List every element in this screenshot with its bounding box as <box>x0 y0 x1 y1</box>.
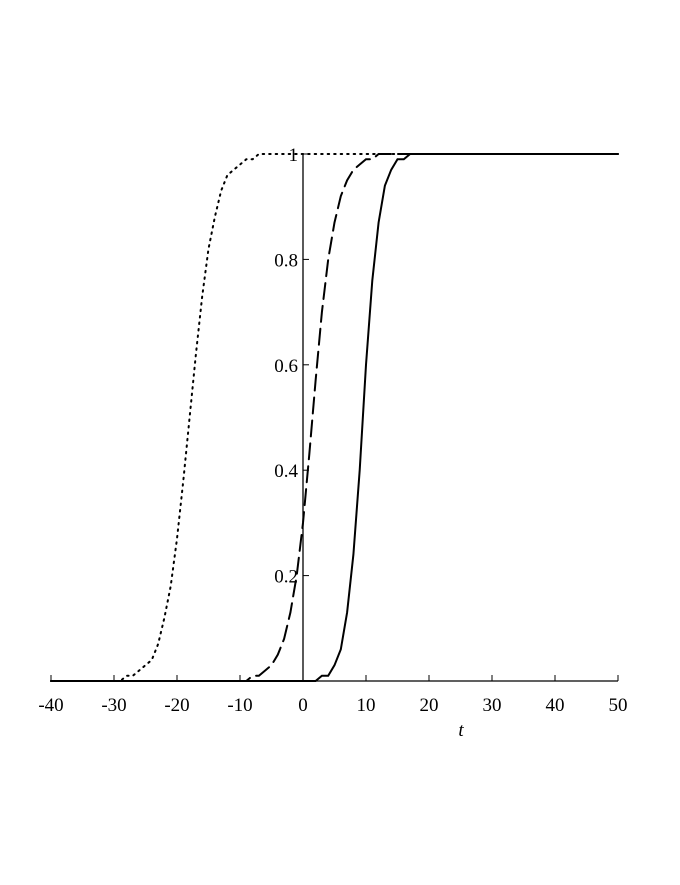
x-tick-label: 40 <box>546 695 565 716</box>
x-tick-label: 50 <box>609 695 628 716</box>
x-tick-label: 0 <box>298 695 308 716</box>
x-tick-label: 20 <box>420 695 439 716</box>
x-tick-label: -10 <box>227 695 252 716</box>
x-tick-label: -40 <box>38 695 63 716</box>
x-tick-label: 30 <box>483 695 502 716</box>
x-axis-label: t <box>458 720 464 741</box>
x-tick-label: 10 <box>357 695 376 716</box>
x-tick-label: -20 <box>164 695 189 716</box>
x-tick-label: -30 <box>101 695 126 716</box>
y-tick-label: 1 <box>289 145 299 166</box>
line-series <box>50 153 619 682</box>
y-tick-label: 0.8 <box>274 250 298 271</box>
line-series <box>50 153 619 682</box>
line-series <box>50 153 619 682</box>
y-tick-label: 0.4 <box>274 461 298 482</box>
y-tick-label: 0.2 <box>274 567 298 588</box>
y-tick-label: 0.6 <box>274 356 298 377</box>
